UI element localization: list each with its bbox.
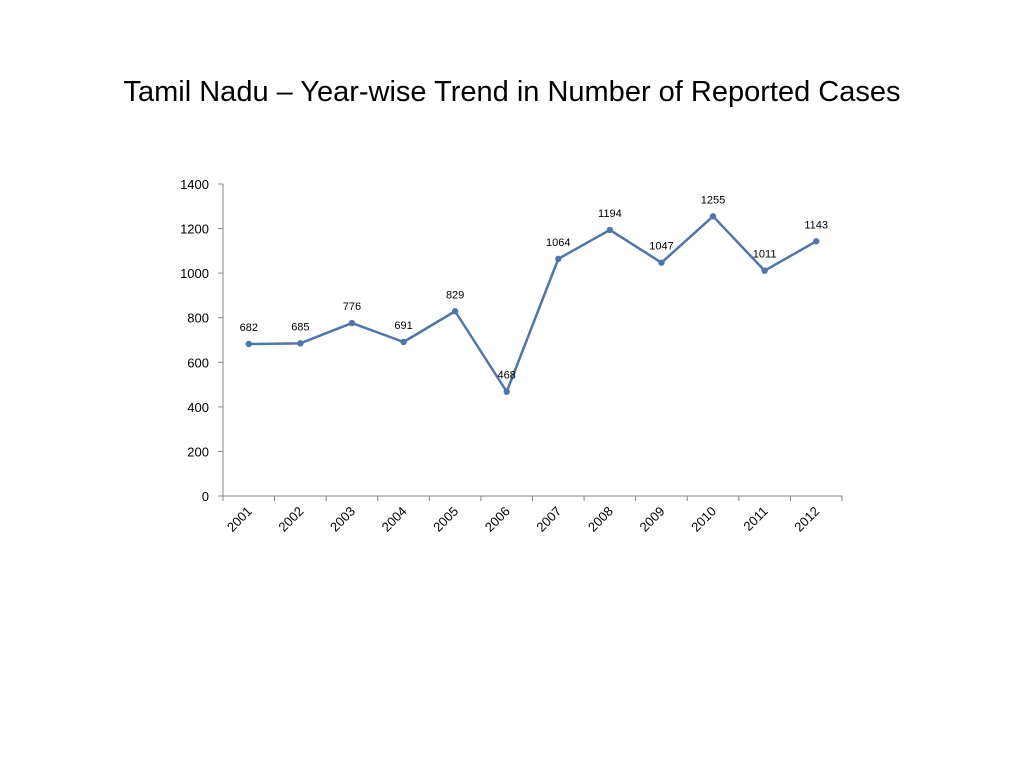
x-tick-label: 2005 xyxy=(430,504,461,535)
data-point xyxy=(555,255,562,263)
data-point xyxy=(245,340,252,348)
data-label: 1064 xyxy=(546,237,570,249)
y-tick-label: 800 xyxy=(187,311,209,326)
y-tick-label: 400 xyxy=(187,400,209,415)
data-label: 468 xyxy=(498,370,516,382)
y-tick-label: 600 xyxy=(187,355,209,370)
x-tick-label: 2004 xyxy=(379,504,410,535)
data-label: 685 xyxy=(291,321,309,333)
y-tick-label: 200 xyxy=(187,444,209,459)
data-point xyxy=(503,388,510,395)
data-label: 776 xyxy=(343,301,361,313)
data-label: 1143 xyxy=(804,219,828,231)
data-label: 1194 xyxy=(598,208,622,220)
x-tick-label: 2008 xyxy=(585,504,616,535)
y-axis: 0 200 400 600 800 1000 1200 1400 xyxy=(180,177,224,504)
x-tick-label: 2002 xyxy=(275,504,306,535)
data-point xyxy=(451,308,459,315)
y-tick-label: 1200 xyxy=(180,222,209,237)
data-label: 1047 xyxy=(649,241,673,253)
x-tick-label: 2010 xyxy=(688,504,719,535)
data-label: 682 xyxy=(240,322,258,334)
data-point xyxy=(400,338,407,346)
data-point xyxy=(606,226,614,234)
slide-title: Tamil Nadu – Year-wise Trend in Number o… xyxy=(123,76,901,108)
data-label: 1255 xyxy=(701,194,725,206)
x-axis: 2001 2002 2003 2004 2005 2006 2007 2008 2009 2010… xyxy=(222,495,843,535)
data-point xyxy=(709,213,717,220)
data-label: 691 xyxy=(394,320,412,332)
data-label: 1011 xyxy=(753,249,777,261)
data-point xyxy=(348,319,356,327)
x-tick-label: 2007 xyxy=(533,504,564,535)
series xyxy=(245,213,820,395)
x-tick-label: 2012 xyxy=(791,504,822,535)
series-line xyxy=(248,215,817,393)
data-labels: 682 685 776 691 829 468 1064 1194 1047 1255 1011 11… xyxy=(240,194,828,381)
x-tick-label: 2006 xyxy=(482,504,513,535)
y-tick-label: 0 xyxy=(202,489,209,504)
data-point xyxy=(761,267,768,274)
data-point xyxy=(813,238,820,245)
x-tick-label: 2011 xyxy=(740,504,770,534)
data-point xyxy=(658,259,665,266)
y-tick-label: 1000 xyxy=(180,266,209,281)
x-tick-label: 2009 xyxy=(637,504,668,535)
x-tick-label: 2003 xyxy=(327,504,358,535)
data-label: 829 xyxy=(446,289,464,301)
y-tick-label: 1400 xyxy=(180,177,209,192)
data-point xyxy=(297,340,304,347)
x-tick-label: 2001 xyxy=(224,504,255,535)
